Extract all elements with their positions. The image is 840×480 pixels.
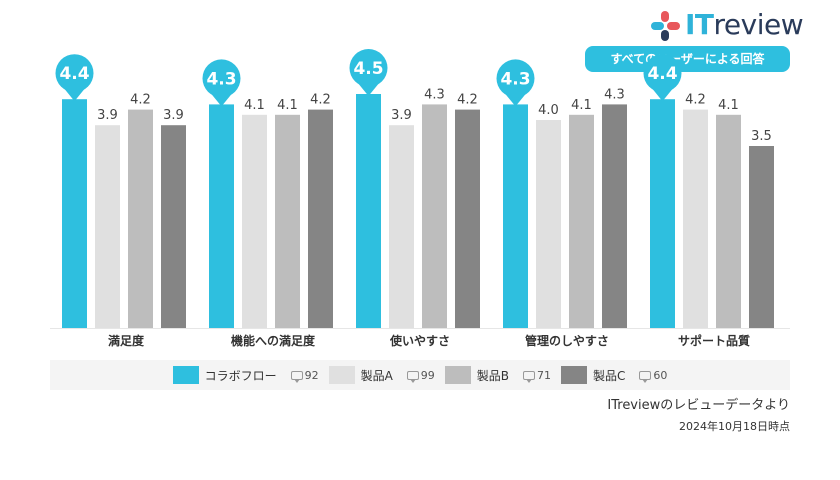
bar-chart: 4.4 3.9 4.2 3.9 満足度 4.3 4.1 4.1 4.2 機能への満足度 4.5 3.9… — [50, 49, 790, 348]
data-label: 3.5 — [751, 129, 772, 144]
data-label: 4.0 — [538, 103, 559, 118]
legend-review-count: 71 — [523, 368, 552, 383]
data-label: 3.9 — [163, 108, 184, 123]
highlight-pin-tip — [64, 88, 85, 102]
bar — [308, 109, 333, 328]
highlight-pin — [202, 59, 241, 98]
date-note: 2024年10月18日時点 — [679, 420, 790, 433]
bar — [128, 109, 153, 328]
legend-label: 製品C — [593, 368, 626, 383]
category-label: 機能への満足度 — [231, 333, 316, 348]
legend-review-count: 60 — [639, 368, 668, 383]
comment-icon — [523, 370, 536, 383]
bar — [650, 99, 675, 328]
logo-text-review: review — [713, 8, 804, 41]
bar — [356, 94, 381, 328]
bar — [455, 109, 480, 328]
legend-swatch — [328, 366, 355, 384]
bar — [683, 109, 708, 328]
legend-label: 製品A — [360, 368, 393, 383]
legend-item: 製品C 60 — [561, 366, 667, 384]
highlight-pin-tip — [358, 83, 379, 96]
legend-review-count: 92 — [290, 368, 319, 383]
legend-item: 製品A 99 — [328, 366, 435, 384]
bar — [569, 114, 594, 328]
logo-mark-red — [661, 11, 669, 22]
data-label: 3.9 — [97, 108, 118, 123]
highlight-pin — [643, 54, 682, 93]
bar — [503, 104, 528, 329]
logo-mark-red2 — [667, 22, 680, 30]
highlight-pin-tip — [505, 93, 526, 107]
category-label: 使いやすさ — [389, 333, 450, 348]
legend-swatch — [172, 366, 199, 384]
data-label-main: 4.4 — [647, 64, 677, 84]
highlight-pin — [496, 59, 535, 98]
data-label: 4.2 — [310, 93, 331, 108]
legend-count-value: 71 — [537, 368, 552, 382]
comment-icon — [639, 370, 652, 383]
logo-mark-cyan — [651, 22, 664, 30]
bar — [749, 146, 774, 328]
data-label-main: 4.4 — [59, 64, 89, 84]
data-label: 3.9 — [391, 108, 412, 123]
bar — [422, 104, 447, 329]
data-label: 4.1 — [244, 98, 265, 113]
data-label: 4.1 — [718, 98, 739, 113]
data-label: 4.3 — [604, 87, 625, 102]
highlight-pin — [55, 54, 94, 93]
logo-text: ITreview — [685, 8, 804, 42]
data-label: 4.1 — [277, 98, 298, 113]
highlight-pin-tip — [652, 88, 673, 102]
category-label: 満足度 — [108, 333, 145, 348]
data-label: 4.2 — [457, 93, 478, 108]
category-label: 管理のしやすさ — [525, 333, 609, 348]
legend-label: 製品B — [476, 368, 510, 383]
bar — [536, 120, 561, 328]
bar — [242, 114, 267, 328]
data-label-main: 4.3 — [500, 69, 530, 89]
category-label: サポート品質 — [678, 333, 750, 348]
bar — [389, 125, 414, 328]
data-label: 4.2 — [130, 93, 151, 108]
legend-count-value: 92 — [304, 368, 319, 382]
legend-count-value: 99 — [420, 368, 435, 382]
logo-mark-navy — [661, 30, 669, 41]
highlight-pin-tip — [211, 93, 232, 107]
legend-review-count: 99 — [406, 368, 435, 383]
legend: コラボフロー 92 製品A 99 製品B 71 製品C 60 — [50, 360, 790, 390]
comment-icon — [406, 370, 419, 383]
legend-swatch — [561, 366, 588, 384]
legend-item: 製品B 71 — [444, 366, 552, 384]
data-label-main: 4.5 — [353, 59, 383, 79]
bar — [716, 114, 741, 328]
bar — [161, 125, 186, 328]
data-label: 4.1 — [571, 98, 592, 113]
subtitle-badge: すべてのユーザーによる回答 — [585, 46, 790, 72]
bar — [209, 104, 234, 329]
bar — [602, 104, 627, 329]
legend-swatch — [444, 366, 471, 384]
data-label: 4.3 — [424, 87, 445, 102]
legend-count-value: 60 — [653, 368, 668, 382]
data-label: 4.2 — [685, 93, 706, 108]
legend-label: コラボフロー — [204, 368, 277, 383]
bar — [275, 114, 300, 328]
itreview-logo — [651, 11, 680, 41]
legend-item: コラボフロー 92 — [172, 366, 319, 384]
bar — [95, 125, 120, 328]
highlight-pin — [349, 49, 388, 87]
comment-icon — [290, 370, 303, 383]
logo-text-it: IT — [685, 8, 714, 41]
data-label-main: 4.3 — [206, 69, 236, 89]
source-note: ITreviewのレビューデータより — [607, 398, 790, 413]
bar — [62, 99, 87, 328]
